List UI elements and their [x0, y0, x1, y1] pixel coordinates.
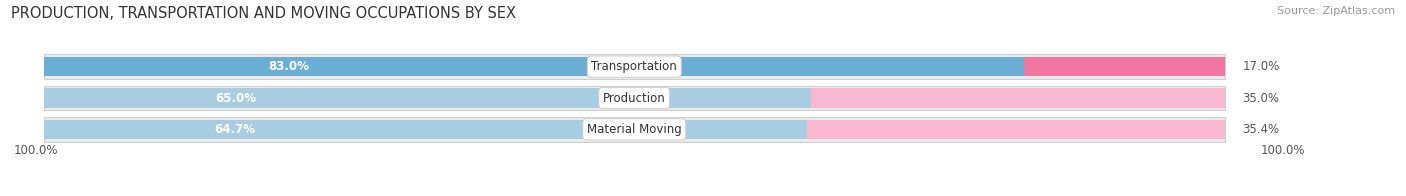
Text: 64.7%: 64.7% — [214, 123, 254, 136]
Bar — [44, 57, 1024, 76]
Text: 65.0%: 65.0% — [215, 92, 256, 104]
Bar — [811, 88, 1225, 108]
Bar — [44, 88, 811, 108]
Bar — [44, 117, 1225, 142]
Text: Material Moving: Material Moving — [586, 123, 682, 136]
Text: 17.0%: 17.0% — [1243, 60, 1279, 73]
Bar — [1024, 57, 1225, 76]
Text: 35.4%: 35.4% — [1243, 123, 1279, 136]
Text: 83.0%: 83.0% — [269, 60, 309, 73]
Text: Transportation: Transportation — [592, 60, 678, 73]
Text: Production: Production — [603, 92, 665, 104]
Bar — [44, 54, 1225, 79]
Text: Source: ZipAtlas.com: Source: ZipAtlas.com — [1277, 6, 1395, 16]
Text: 100.0%: 100.0% — [14, 144, 59, 157]
Text: PRODUCTION, TRANSPORTATION AND MOVING OCCUPATIONS BY SEX: PRODUCTION, TRANSPORTATION AND MOVING OC… — [11, 6, 516, 21]
Bar — [807, 120, 1225, 139]
Text: 35.0%: 35.0% — [1243, 92, 1279, 104]
Legend: Male, Female: Male, Female — [553, 192, 690, 196]
Bar — [44, 86, 1225, 110]
Bar — [44, 120, 808, 139]
Text: 100.0%: 100.0% — [1260, 144, 1305, 157]
